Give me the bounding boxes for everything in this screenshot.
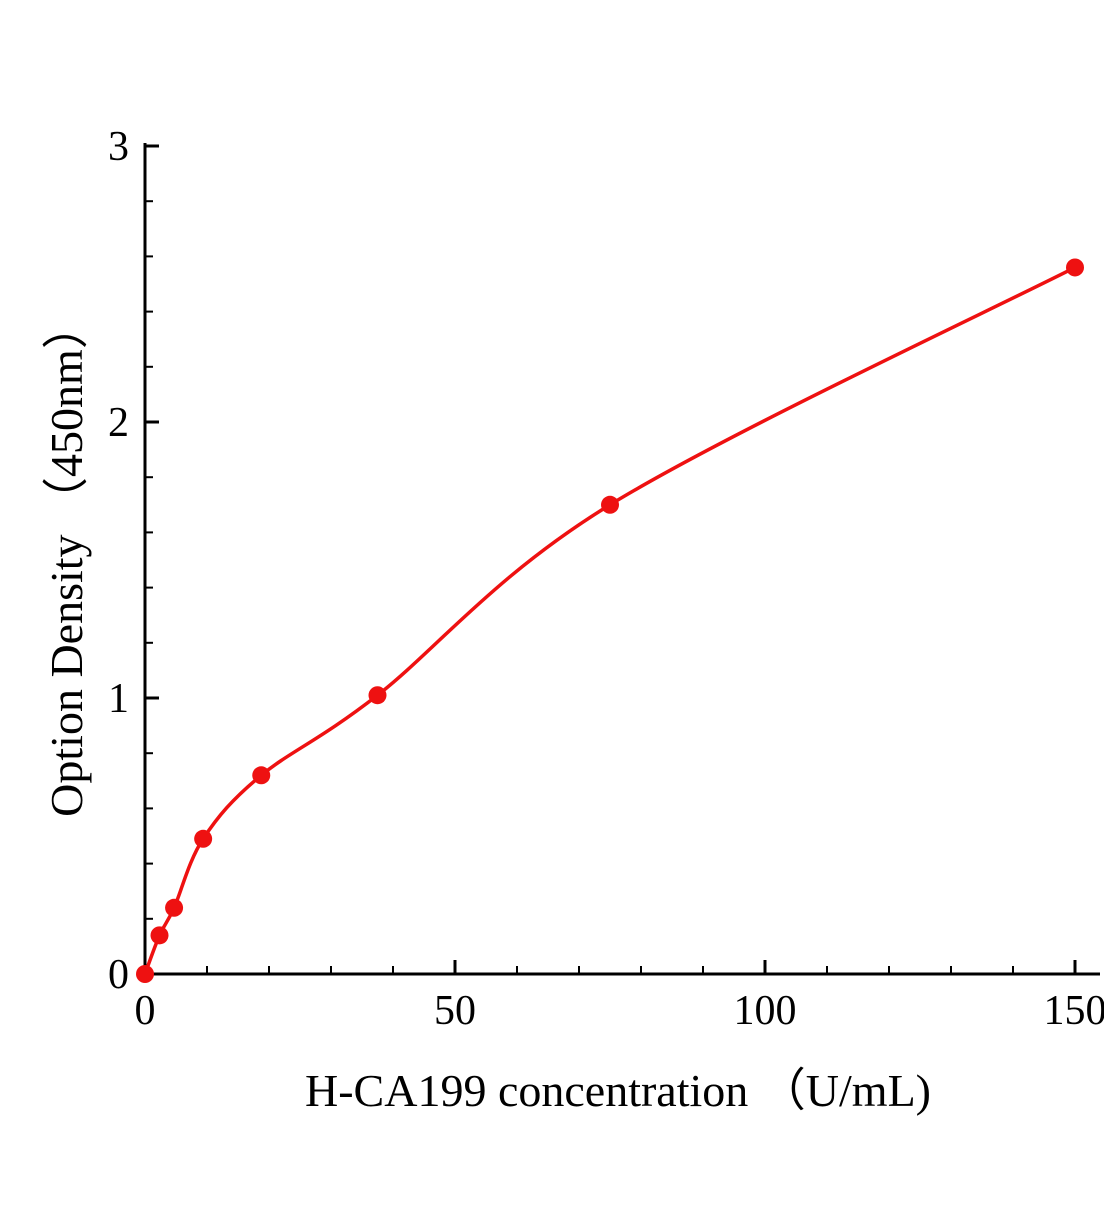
axes-layer: 0 50 100 150 0 1 2 3 (108, 124, 1104, 1034)
standard-curve-figure: 0 50 100 150 0 1 2 3 H-CA199 concentration （U/m… (40, 16, 1104, 1216)
y-axis-label: Option Density （450nm） (41, 303, 92, 817)
fit-curve (145, 267, 1075, 974)
chart-svg: 0 50 100 150 0 1 2 3 H-CA199 concentration （U/m… (40, 16, 1104, 1216)
y-tick-label: 3 (108, 124, 129, 170)
y-tick-label: 0 (108, 952, 129, 998)
y-tick-label: 2 (108, 400, 129, 446)
data-point (151, 926, 169, 944)
data-point (136, 965, 154, 983)
data-point (601, 496, 619, 514)
x-tick-label: 0 (135, 988, 156, 1034)
data-point (1066, 258, 1084, 276)
x-tick-label: 100 (734, 988, 797, 1034)
data-point (369, 686, 387, 704)
y-tick-label: 1 (108, 676, 129, 722)
x-tick-label: 150 (1044, 988, 1104, 1034)
x-axis-label: H-CA199 concentration （U/mL) (305, 1065, 931, 1116)
data-point (252, 766, 270, 784)
data-point (194, 830, 212, 848)
x-tick-label: 50 (434, 988, 476, 1034)
data-point (165, 899, 183, 917)
plot-layer (136, 258, 1084, 983)
